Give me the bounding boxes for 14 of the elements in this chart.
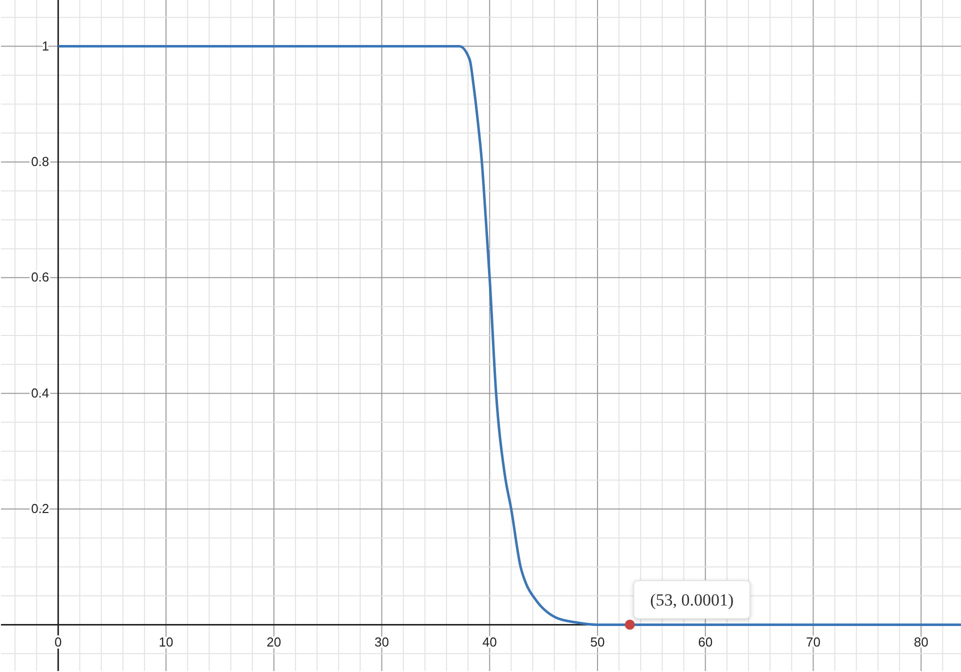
x-tick-label: 60 (698, 634, 713, 650)
annotation: (53, 0.0001) (650, 590, 734, 610)
x-tick-label: 70 (806, 634, 820, 650)
y-tick-label: 0.4 (31, 385, 50, 400)
y-tick-label: 0.8 (31, 154, 50, 169)
y-tick-label: 0.6 (31, 270, 50, 285)
x-tick-label: 80 (914, 634, 928, 650)
x-tick-label: 30 (374, 634, 389, 650)
y-tick-label: 1 (42, 38, 50, 54)
x-tick-label: 50 (590, 634, 605, 650)
y-tick-label: 0.2 (31, 501, 50, 516)
x-tick-label: 10 (158, 634, 174, 650)
x-tick-label: 40 (482, 634, 497, 650)
x-tick-label: 20 (266, 634, 282, 650)
